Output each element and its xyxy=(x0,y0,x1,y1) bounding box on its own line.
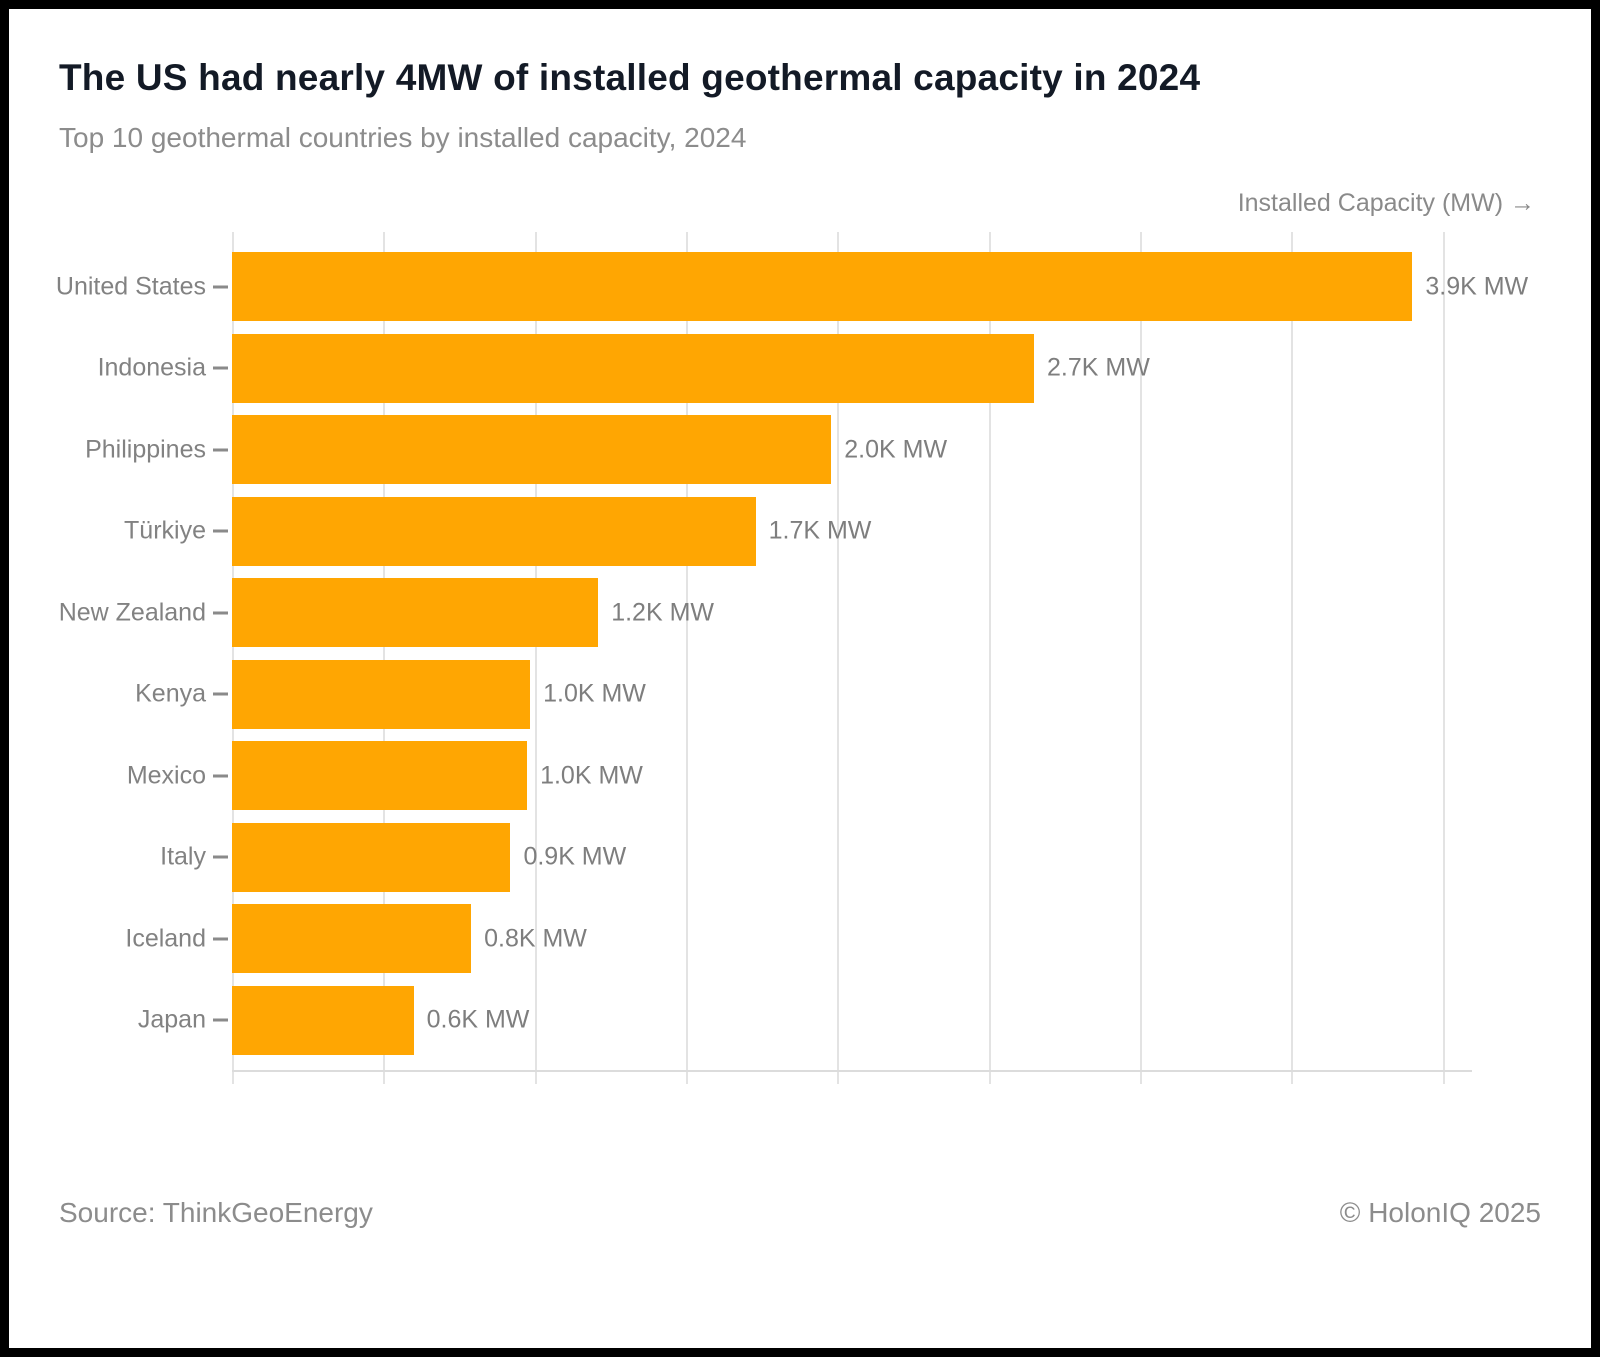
y-axis-tick xyxy=(213,1018,228,1022)
y-axis-tick xyxy=(213,692,228,696)
category-label: Italy xyxy=(160,842,206,871)
bar-value-label: 0.9K MW xyxy=(523,842,627,871)
bar-italy: 0.9K MW xyxy=(232,822,626,892)
y-axis-tick xyxy=(213,529,228,533)
bar-value-label: 1.7K MW xyxy=(768,516,872,545)
category-label: Indonesia xyxy=(97,353,206,382)
y-axis-tick xyxy=(213,285,228,288)
y-axis-tick xyxy=(213,611,228,614)
x-axis-line xyxy=(232,1070,1472,1072)
gridline xyxy=(1442,232,1445,1084)
bar-value-label: 2.0K MW xyxy=(844,435,948,463)
page-subtitle: Top 10 geothermal countries by installed… xyxy=(59,122,747,153)
plot-area: 3.9K MW 2.7K MW 2.0K MW 1.7K MW 1.2K MW 1.0K … xyxy=(232,232,1528,1084)
gridline xyxy=(1291,232,1294,1084)
bar-iceland: 0.8K MW xyxy=(232,904,587,973)
category-label: New Zealand xyxy=(58,598,206,626)
category-label: Japan xyxy=(137,1005,206,1034)
chart-card: The US had nearly 4MW of installed geoth… xyxy=(9,9,1591,1348)
bar-value-label: 1.0K MW xyxy=(543,679,646,708)
bar-new-zealand: 1.2K MW xyxy=(232,578,714,647)
bar-value-label: 0.8K MW xyxy=(484,924,587,952)
gridline xyxy=(1139,232,1142,1084)
category-label: Türkiye xyxy=(124,516,206,545)
bar-value-label: 1.0K MW xyxy=(540,761,643,789)
y-axis-labels: United States Indonesia Philippines Türkiye… xyxy=(9,232,232,1070)
gridline xyxy=(837,232,840,1084)
y-axis-tick xyxy=(213,855,228,859)
bar-value-label: 0.6K MW xyxy=(426,1005,530,1034)
bar-united-states: 3.9K MW xyxy=(232,252,1528,321)
y-axis-tick xyxy=(213,937,228,940)
bar-kenya: 1.0K MW xyxy=(232,659,646,729)
gridline xyxy=(534,232,537,1084)
y-axis-tick xyxy=(213,366,228,370)
x-axis-title: Installed Capacity (MW) → xyxy=(1237,189,1535,217)
category-label: Mexico xyxy=(126,761,206,789)
category-label: Iceland xyxy=(125,924,206,952)
gridline xyxy=(988,232,991,1084)
gridline xyxy=(232,232,234,1084)
gridline xyxy=(383,232,386,1084)
bar-philippines: 2.0K MW xyxy=(232,415,947,484)
gridline xyxy=(685,232,688,1084)
bar-mexico: 1.0K MW xyxy=(232,741,643,810)
copyright-note: © HolonIQ 2025 xyxy=(1339,1197,1541,1228)
bar-türkiye: 1.7K MW xyxy=(232,496,871,566)
bar-value-label: 2.7K MW xyxy=(1047,353,1150,382)
source-note: Source: ThinkGeoEnergy xyxy=(59,1197,373,1228)
category-label: United States xyxy=(55,272,206,300)
category-label: Philippines xyxy=(85,435,206,463)
category-label: Kenya xyxy=(135,679,206,708)
page-title: The US had nearly 4MW of installed geoth… xyxy=(59,57,1201,98)
bar-value-label: 1.2K MW xyxy=(611,598,714,626)
bar-value-label: 3.9K MW xyxy=(1425,272,1529,300)
y-axis-tick xyxy=(213,774,228,777)
bar-indonesia: 2.7K MW xyxy=(232,333,1150,403)
y-axis-tick xyxy=(213,448,228,451)
bar-japan: 0.6K MW xyxy=(232,985,529,1055)
